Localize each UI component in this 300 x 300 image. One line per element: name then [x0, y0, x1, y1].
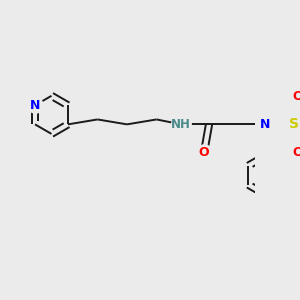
Text: N: N	[260, 118, 270, 131]
Text: O: O	[292, 146, 300, 159]
Text: S: S	[289, 117, 299, 131]
Text: O: O	[292, 90, 300, 103]
Text: N: N	[30, 99, 40, 112]
Text: O: O	[199, 146, 209, 159]
Text: NH: NH	[171, 118, 191, 131]
